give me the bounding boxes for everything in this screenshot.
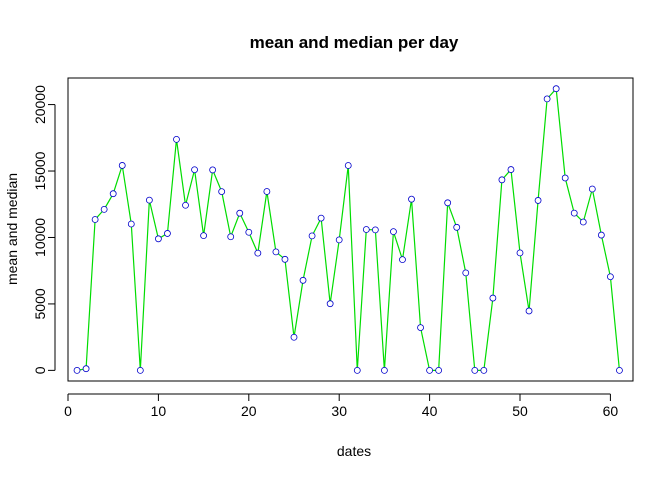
data-point [579,218,587,226]
data-point [408,195,415,203]
data-point [498,176,506,184]
data-point [100,205,108,213]
data-point [607,273,614,281]
y-tick-label: 5000 [32,288,48,319]
data-point [154,235,162,243]
y-axis: 0 5000 10000 15000 20000 [32,85,56,374]
data-point [435,366,443,374]
data-point [182,201,189,209]
data-point [136,366,144,374]
data-point [489,294,497,302]
data-point [534,197,542,204]
data-point [471,366,479,374]
data-point [444,199,452,207]
y-axis-label: mean and median [4,173,20,285]
data-point [91,216,99,223]
data-point [209,166,217,174]
data-point [308,232,316,240]
data-point [516,249,524,257]
data-point [236,209,244,217]
data-point [127,220,135,228]
data-point [326,300,334,308]
data-point [399,256,406,264]
data-point [109,190,117,198]
data-point [118,162,126,169]
data-point [191,166,198,174]
data-point [272,248,280,256]
data-point [173,135,180,143]
data-point [299,276,307,284]
plot-box [67,77,634,382]
data-point [462,269,470,277]
data-point [561,174,569,182]
data-point [480,366,488,374]
data-point [281,255,289,263]
y-tick-label: 0 [32,366,48,374]
data-point [588,185,596,193]
x-tick-label: 0 [64,403,72,419]
data-point [597,231,605,239]
data-point [417,324,424,331]
data-point [362,226,370,233]
data-point [543,95,551,103]
data-point [507,166,515,173]
data-point [335,236,343,244]
y-tick-label: 10000 [32,218,48,257]
data-point [200,232,208,240]
data-point [616,366,623,374]
x-tick-label: 30 [331,403,347,419]
x-tick-label: 40 [422,403,438,419]
data-point [227,233,235,241]
data-point [344,162,352,169]
data-point [290,333,298,341]
x-axis: 0 10 20 30 40 50 60 [64,393,619,419]
x-tick-label: 60 [603,403,619,419]
data-point [263,188,271,195]
data-point [390,228,397,236]
data-point [525,307,533,315]
series-line [76,87,621,371]
data-point [218,188,226,195]
data-point [453,223,461,231]
data-point [164,230,171,237]
x-tick-label: 50 [512,403,528,419]
data-point [254,249,262,257]
series-layer [73,85,623,374]
data-point [371,226,379,234]
data-point [73,366,81,374]
data-point [570,209,578,217]
data-point [82,365,90,373]
y-tick-label: 20000 [32,85,48,124]
data-point [552,85,560,93]
x-tick-label: 10 [151,403,167,419]
x-tick-label: 20 [241,403,257,419]
data-point [426,366,434,374]
data-point [353,366,361,374]
chart-title: mean and median per day [250,33,459,52]
y-tick-label: 15000 [32,151,48,190]
data-point [317,214,325,222]
data-point [145,196,153,204]
data-point [245,228,253,236]
x-axis-label: dates [337,443,371,459]
data-point [380,366,388,374]
